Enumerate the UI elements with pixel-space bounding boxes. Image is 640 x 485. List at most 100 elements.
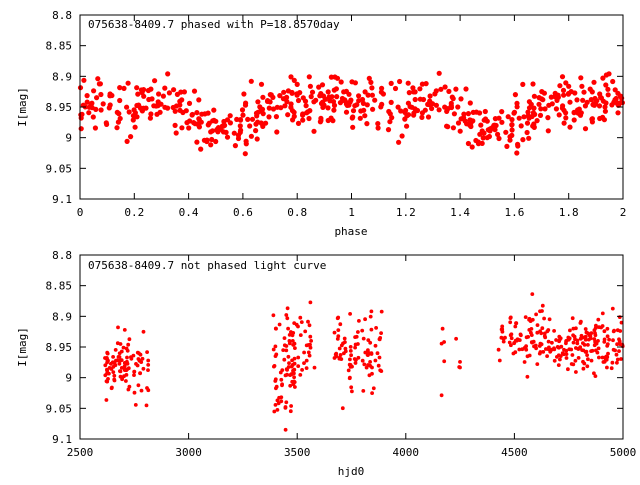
phased-data-point	[330, 99, 337, 105]
unphased-data-point	[562, 352, 566, 357]
phased-data-point	[274, 129, 280, 135]
unphased-data-point	[611, 338, 615, 343]
unphased-data-point	[361, 389, 366, 393]
phased-data-point	[117, 97, 123, 104]
unphased-data-point	[584, 349, 589, 354]
unphased-data-point	[530, 317, 535, 322]
phased-data-point	[242, 151, 248, 157]
phased-data-point	[264, 98, 271, 104]
unphased-data-point	[332, 330, 337, 335]
phased-data-point	[473, 137, 479, 144]
phased-data-point	[526, 135, 532, 141]
unphased-x-tick-label: 5000	[610, 446, 637, 459]
unphased-data-point	[378, 368, 383, 373]
phased-data-point	[139, 107, 145, 113]
unphased-data-point	[596, 317, 601, 322]
phased-data-point	[162, 85, 168, 91]
phased-data-point	[389, 115, 395, 121]
phased-data-point	[266, 114, 272, 120]
phased-data-point	[100, 101, 106, 107]
unphased-data-point	[105, 367, 109, 372]
unphased-data-point	[122, 328, 127, 332]
unphased-data-point	[550, 340, 554, 345]
phased-data-point	[92, 125, 98, 131]
unphased-data-point	[370, 365, 374, 370]
unphased-data-point	[350, 389, 354, 394]
unphased-data-point	[370, 391, 374, 395]
unphased-data-point	[129, 356, 134, 361]
phased-data-point	[227, 113, 233, 119]
unphased-data-point	[277, 395, 281, 400]
phased-data-point	[613, 95, 619, 102]
unphased-data-point	[605, 326, 610, 331]
unphased-data-point	[292, 379, 296, 384]
phased-data-point	[404, 113, 410, 119]
unphased-data-point	[509, 343, 513, 348]
unphased-data-point	[524, 335, 529, 340]
unphased-data-point	[286, 354, 291, 359]
phased-data-point	[445, 124, 451, 130]
unphased-data-point	[609, 366, 614, 371]
phased-data-point	[237, 129, 243, 135]
unphased-data-point	[112, 373, 117, 378]
phased-data-point	[284, 94, 290, 100]
unphased-data-point	[277, 322, 282, 327]
phased-y-tick-label: 8.8	[52, 9, 72, 22]
unphased-data-point	[597, 325, 601, 329]
phased-data-point	[309, 89, 316, 95]
unphased-data-point	[576, 356, 581, 360]
unphased-data-point	[107, 371, 111, 376]
phased-data-point	[249, 116, 256, 122]
phased-data-point	[177, 98, 183, 104]
phased-data-point	[601, 117, 608, 123]
unphased-data-point	[105, 357, 109, 361]
phased-data-point	[186, 100, 193, 106]
unphased-data-point	[374, 326, 378, 330]
phased-data-point	[566, 90, 572, 97]
phased-data-point	[114, 125, 120, 131]
phased-data-point	[524, 120, 531, 126]
unphased-x-axis-label: hjd0	[338, 465, 365, 478]
phased-data-point	[419, 110, 425, 116]
unphased-data-point	[440, 326, 445, 331]
unphased-data-point	[496, 347, 501, 352]
unphased-data-point	[279, 377, 284, 382]
phased-data-point	[237, 117, 244, 123]
unphased-data-point	[285, 372, 289, 377]
phased-data-point	[556, 112, 562, 118]
phased-data-point	[515, 143, 521, 149]
phased-data-point	[399, 133, 405, 139]
phased-data-point	[208, 129, 214, 135]
phased-data-point	[420, 96, 427, 103]
phased-x-tick-label: 0	[77, 206, 84, 219]
unphased-data-point	[353, 361, 358, 365]
phased-data-point	[603, 82, 609, 88]
unphased-data-point	[527, 316, 532, 321]
phased-data-point	[106, 105, 112, 111]
phased-data-point	[566, 83, 572, 89]
unphased-data-point	[286, 326, 290, 331]
unphased-data-point	[111, 355, 115, 359]
phased-data-point	[360, 100, 366, 106]
phased-y-tick-label: 9.1	[52, 193, 72, 206]
phased-x-tick-label: 0.8	[287, 206, 307, 219]
phased-data-point	[255, 119, 261, 125]
phased-data-point	[448, 103, 454, 109]
phased-data-point	[518, 123, 524, 129]
phased-data-point	[96, 81, 102, 87]
phased-data-point	[450, 125, 456, 131]
phased-data-point	[386, 108, 392, 115]
unphased-data-point	[582, 343, 587, 347]
phased-data-point	[331, 87, 337, 93]
phased-data-point	[539, 89, 545, 95]
phased-data-point	[350, 108, 357, 114]
phased-data-point	[587, 86, 593, 92]
phased-data-point	[248, 78, 254, 84]
unphased-data-point	[282, 357, 287, 362]
unphased-data-point	[546, 339, 551, 344]
phased-data-point	[598, 95, 605, 101]
phased-data-point	[84, 93, 90, 99]
unphased-data-point	[287, 361, 291, 365]
phased-data-point	[410, 85, 416, 91]
phased-data-point	[581, 89, 587, 95]
